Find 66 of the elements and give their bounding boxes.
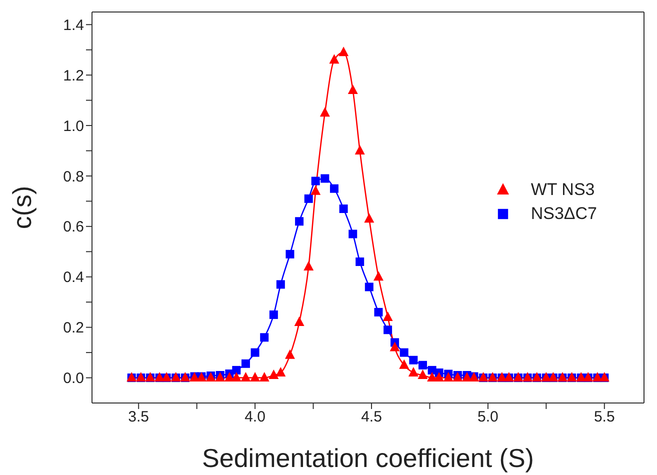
point — [400, 348, 408, 357]
point — [364, 282, 374, 292]
point — [382, 311, 393, 321]
point — [462, 372, 472, 382]
x-axis-title: Sedimentation coefficient (S) — [202, 443, 534, 473]
point — [276, 366, 286, 376]
point — [338, 46, 349, 56]
y-tick-label: 0.0 — [63, 370, 84, 388]
point — [284, 349, 295, 359]
point — [330, 184, 338, 193]
point — [399, 359, 410, 369]
point — [364, 213, 374, 223]
point — [304, 261, 314, 271]
point — [452, 372, 463, 382]
point — [259, 372, 270, 382]
point — [224, 372, 234, 382]
x-tick-label: 4.0 — [244, 408, 266, 426]
point — [348, 84, 358, 94]
point — [356, 257, 364, 266]
y-tick-label: 1.4 — [63, 16, 84, 34]
point — [354, 144, 365, 154]
point — [240, 372, 251, 382]
point — [408, 366, 418, 376]
x-tick-label: 3.5 — [128, 408, 150, 426]
y-tick-label: 1.2 — [63, 67, 84, 84]
point — [339, 204, 348, 214]
point — [320, 107, 330, 117]
point — [295, 217, 304, 226]
point — [269, 310, 278, 319]
point — [304, 194, 313, 203]
y-tick-label: 0.4 — [63, 269, 84, 286]
point — [310, 185, 321, 195]
point — [311, 176, 320, 186]
point — [409, 356, 418, 364]
point — [276, 280, 285, 289]
y-tick-label: 1.0 — [63, 118, 84, 135]
point — [215, 372, 226, 382]
point — [373, 271, 384, 281]
y-tick-label: 0.2 — [63, 320, 84, 337]
point — [320, 174, 330, 183]
point — [250, 372, 260, 382]
x-tick-label: 5.5 — [594, 408, 615, 426]
point — [286, 250, 294, 258]
point — [434, 372, 444, 382]
point — [268, 370, 279, 379]
y-axis-title: c(s) — [7, 186, 38, 230]
point — [250, 348, 260, 357]
y-tick-label: 0.6 — [63, 218, 84, 236]
point — [443, 372, 454, 382]
point — [241, 359, 250, 368]
point — [232, 366, 241, 374]
point — [418, 360, 427, 370]
point — [418, 370, 428, 379]
legend-label: NS3ΔC7 — [530, 204, 597, 224]
point — [231, 372, 242, 382]
point — [384, 326, 392, 334]
legend-label: WT NS3 — [530, 180, 595, 200]
point — [374, 308, 383, 316]
y-tick-label: 0.8 — [63, 168, 84, 186]
point — [348, 230, 358, 238]
point — [329, 54, 340, 64]
point — [260, 333, 269, 342]
x-tick-label: 5.0 — [478, 408, 498, 426]
point — [390, 342, 400, 352]
x-tick-label: 4.5 — [361, 408, 382, 426]
point — [294, 316, 304, 326]
